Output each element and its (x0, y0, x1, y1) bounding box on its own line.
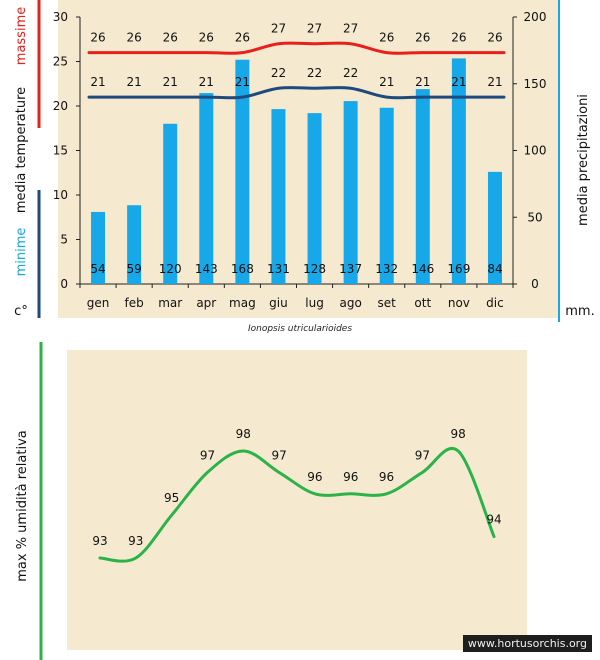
max-temperature-label: 26 (379, 31, 394, 45)
humidity-label: 94 (486, 513, 501, 527)
month-label: lug (305, 296, 324, 310)
precipitation-label: 137 (339, 262, 362, 276)
max-temperature-label: 26 (451, 31, 466, 45)
plot-background (67, 350, 527, 650)
min-temperature-label: 21 (451, 75, 466, 89)
min-temperature-label: 22 (307, 66, 322, 80)
month-label: mar (158, 296, 182, 310)
precipitation-label: 168 (231, 262, 254, 276)
precipitation-bar (307, 113, 322, 285)
precipitation-label: 132 (375, 262, 398, 276)
max-temperature-label: 27 (271, 22, 286, 36)
min-temperature-label: 22 (271, 66, 286, 80)
month-label: ott (414, 296, 431, 310)
humidity-label: 95 (164, 491, 179, 505)
min-temperature-label: 21 (415, 75, 430, 89)
month-label: apr (196, 296, 216, 310)
right-tick-label: 50 (527, 210, 542, 224)
left-tick-label: 0 (60, 277, 68, 291)
precipitation-label: 84 (487, 262, 502, 276)
precipitation-bar (127, 205, 142, 284)
right-tick-label: 200 (524, 10, 547, 24)
precipitation-bar (415, 89, 430, 284)
climate-chart: 0 5 10 15 20 25 30 0 50 100 150 200 54 59 120 143 168 131… (14, 0, 595, 322)
right-tick-label: 0 (531, 277, 539, 291)
ylabel-minime: minime (14, 228, 29, 277)
month-label: nov (448, 296, 470, 310)
left-tick-label: 20 (53, 99, 68, 113)
max-temperature-label: 26 (90, 31, 105, 45)
humidity-label: 98 (236, 427, 251, 441)
precipitation-label: 128 (303, 262, 326, 276)
min-temperature-label: 21 (487, 75, 502, 89)
watermark: www.hortusorchis.org (462, 635, 592, 652)
min-temperature-label: 21 (379, 75, 394, 89)
humidity-label: 96 (343, 470, 358, 484)
left-tick-label: 30 (53, 10, 68, 24)
min-temperature-label: 21 (235, 75, 250, 89)
precipitation-label: 146 (411, 262, 434, 276)
min-temperature-label: 21 (90, 75, 105, 89)
max-temperature-label: 26 (235, 31, 250, 45)
ylabel-media-temperature: media temperature (14, 87, 29, 213)
min-temperature-label: 21 (163, 75, 178, 89)
month-label: giu (269, 296, 288, 310)
precipitation-label: 54 (90, 262, 105, 276)
humidity-chart: max % umidità relativa 93 93 95 97 98 97 96 96 96… (15, 342, 527, 660)
precipitation-bar (91, 211, 106, 284)
ylabel-right: media precipitazioni (576, 94, 591, 226)
humidity-label: 93 (128, 534, 143, 548)
ylabel-humidity: max % umidità relativa (15, 430, 30, 582)
max-temperature-line (87, 41, 506, 55)
min-temperature-label: 21 (126, 75, 141, 89)
right-tick-label: 150 (524, 77, 547, 91)
max-temperature-label: 26 (163, 31, 178, 45)
max-temperature-label: 26 (487, 31, 502, 45)
precipitation-bar (271, 109, 286, 285)
max-temperature-label: 26 (126, 31, 141, 45)
month-label: mag (229, 296, 256, 310)
right-unit-label: mm. (565, 304, 594, 319)
humidity-label: 98 (451, 427, 466, 441)
precipitation-label: 59 (126, 262, 141, 276)
ylabel-massime: massime (14, 7, 29, 65)
left-tick-label: 10 (53, 188, 68, 202)
precipitation-bar (343, 101, 358, 284)
left-unit-label: c° (14, 304, 28, 319)
max-temperature-label: 26 (415, 31, 430, 45)
max-temperature-label: 27 (343, 22, 358, 36)
species-caption: Ionopsis utricularioides (247, 324, 353, 334)
humidity-label: 96 (379, 470, 394, 484)
humidity-label: 97 (200, 448, 215, 462)
precipitation-label: 169 (447, 262, 470, 276)
right-tick-label: 100 (524, 144, 547, 158)
precipitation-bar (451, 58, 466, 285)
precipitation-label: 143 (195, 262, 218, 276)
precipitation-bar (199, 93, 214, 284)
month-label: ago (339, 296, 361, 310)
humidity-line (98, 447, 496, 563)
left-tick-label: 25 (53, 55, 68, 69)
precipitation-bar (163, 123, 178, 284)
min-temperature-line (87, 86, 506, 100)
precipitation-bar (235, 59, 250, 284)
left-tick-label: 5 (60, 233, 68, 247)
precipitation-bar (379, 107, 394, 284)
month-label: dic (486, 296, 504, 310)
humidity-label: 97 (415, 448, 430, 462)
precipitation-label: 131 (267, 262, 290, 276)
left-tick-label: 15 (53, 144, 68, 158)
precipitation-label: 120 (159, 262, 182, 276)
max-temperature-label: 26 (199, 31, 214, 45)
month-label: feb (125, 296, 144, 310)
humidity-label: 96 (307, 470, 322, 484)
precipitation-bar (487, 171, 502, 284)
min-temperature-label: 21 (199, 75, 214, 89)
humidity-label: 93 (92, 534, 107, 548)
month-label: set (378, 296, 397, 310)
min-temperature-label: 22 (343, 66, 358, 80)
humidity-label: 97 (271, 448, 286, 462)
month-label: gen (87, 296, 110, 310)
max-temperature-label: 27 (307, 22, 322, 36)
